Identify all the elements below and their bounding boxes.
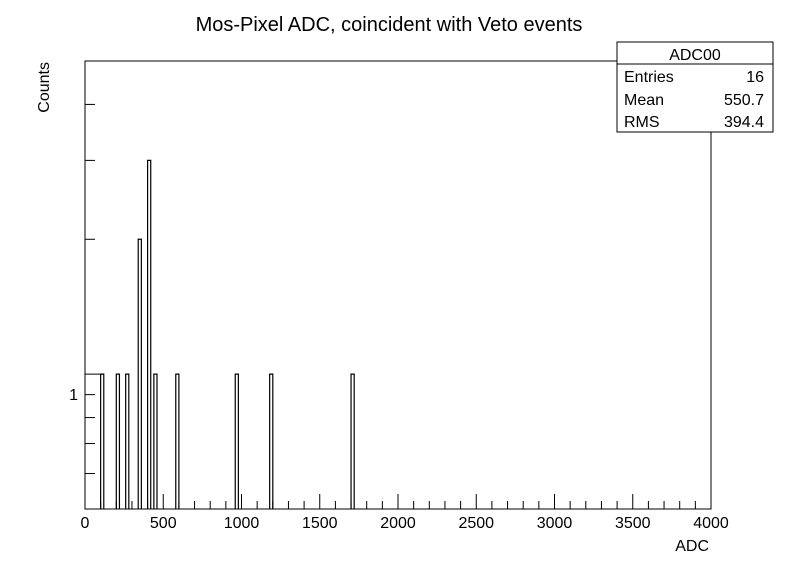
histogram-bins (100, 159, 355, 509)
histogram-bin (234, 373, 239, 509)
histogram-bin (175, 373, 180, 509)
stats-mean-label: Mean (624, 92, 664, 109)
stats-rms-label: RMS (624, 114, 660, 131)
stats-box: ADC00 Entries 16 Mean 550.7 RMS 394.4 (616, 41, 774, 133)
x-tick-label: 0 (81, 515, 90, 532)
x-tick-label: 2500 (458, 515, 494, 532)
stats-box-frame (616, 41, 774, 133)
x-tick-label: 2000 (380, 515, 416, 532)
chart-title: Mos-Pixel ADC, coincident with Veto even… (196, 14, 583, 36)
y-axis-ticks (85, 60, 104, 510)
histogram-bin (100, 373, 105, 509)
stats-rms-value: 394.4 (724, 114, 764, 131)
histogram-bin (153, 373, 158, 509)
histogram-bin (147, 159, 152, 509)
histogram-bin (137, 238, 142, 509)
x-tick-label: 500 (150, 515, 177, 532)
histogram-bin (269, 373, 274, 509)
x-tick-label: 1500 (302, 515, 338, 532)
stats-entries-value: 16 (746, 69, 764, 86)
stats-mean-value: 550.7 (724, 92, 764, 109)
x-tick-label: 3000 (537, 515, 573, 532)
histogram-bin (115, 373, 121, 509)
histogram-bin (125, 373, 130, 509)
x-tick-label: 4000 (693, 515, 729, 532)
stats-box-title: ADC00 (669, 47, 721, 64)
y-axis-label: Counts (36, 62, 53, 113)
y-tick-label-1: 1 (69, 387, 78, 404)
x-axis-label: ADC (675, 538, 709, 555)
histogram-bin (350, 373, 355, 509)
x-tick-label: 3500 (615, 515, 651, 532)
x-tick-label: 1000 (224, 515, 260, 532)
stats-entries-label: Entries (624, 69, 674, 86)
x-axis-tick-labels: 0 500 1000 1500 2000 2500 3000 3500 4000 (81, 515, 729, 532)
